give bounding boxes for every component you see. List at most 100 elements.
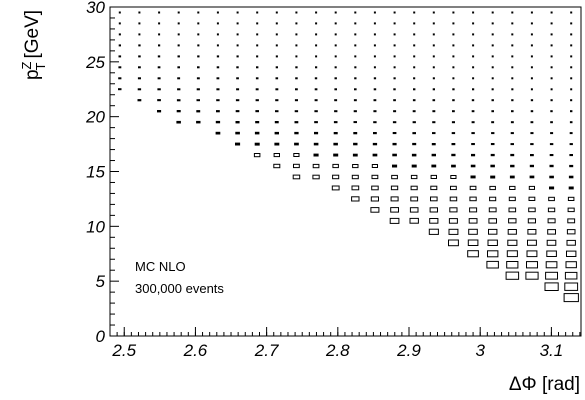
heatmap-cell (333, 153, 339, 157)
heatmap-cell (157, 99, 161, 102)
heatmap-cell (315, 44, 318, 47)
heatmap-cell (216, 66, 220, 69)
heatmap-cell (468, 228, 478, 235)
heatmap-cell (256, 11, 259, 14)
heatmap-cell (431, 153, 436, 157)
heatmap-cell (490, 143, 495, 146)
heatmap-cell (568, 175, 574, 179)
heatmap-cell (315, 55, 318, 58)
heatmap-cell (566, 229, 576, 235)
heatmap-cell (432, 11, 435, 14)
heatmap-cell (508, 196, 516, 202)
heatmap-cell (526, 250, 538, 258)
heatmap-cell (508, 207, 517, 213)
heatmap-cell (373, 66, 376, 69)
heatmap-cell (216, 55, 220, 58)
heatmap-cell (138, 33, 141, 36)
heatmap-cell (412, 99, 416, 102)
heatmap-cell (197, 33, 200, 36)
heatmap-cell (471, 143, 475, 146)
heatmap-cell (236, 11, 239, 14)
heatmap-cell (235, 142, 241, 146)
heatmap-cell (567, 218, 576, 224)
heatmap-cell (570, 11, 573, 14)
heatmap-cell (390, 207, 400, 213)
heatmap-cell (371, 164, 378, 168)
heatmap-cell (490, 164, 495, 168)
heatmap-cell (505, 271, 520, 280)
heatmap-cell (392, 132, 397, 135)
heatmap-cell (334, 77, 337, 80)
heatmap-cell (549, 143, 554, 146)
heatmap-cell (467, 250, 479, 258)
heatmap-cell (510, 121, 514, 124)
heatmap-cell (353, 110, 357, 113)
heatmap-cell (472, 11, 475, 14)
heatmap-cell (472, 88, 475, 91)
heatmap-cell (429, 218, 439, 224)
heatmap-cell (373, 55, 376, 58)
heatmap-cell (506, 261, 519, 269)
heatmap-cell (526, 261, 538, 269)
heatmap-cell (393, 88, 396, 91)
heatmap-cell (393, 44, 396, 47)
heatmap-cell (469, 185, 477, 191)
heatmap-cell (391, 174, 398, 180)
heatmap-cell (274, 142, 280, 146)
heatmap-cell (452, 55, 455, 58)
heatmap-cell (511, 44, 514, 47)
heatmap-cell (177, 77, 181, 80)
heatmap-cell (236, 88, 240, 91)
heatmap-cell (371, 174, 379, 180)
heatmap-cell (509, 175, 515, 179)
heatmap-cell (292, 174, 301, 180)
y-axis-title-sub: T (33, 63, 48, 71)
x-tick-label: 2.6 (183, 341, 208, 360)
heatmap-cell (236, 66, 239, 69)
heatmap-cell (430, 196, 438, 202)
heatmap-cell (570, 88, 573, 91)
heatmap-cell (393, 55, 396, 58)
heatmap-cell (511, 66, 514, 69)
heatmap-cell (451, 132, 456, 135)
heatmap-cell (353, 121, 357, 124)
heatmap-cell (550, 88, 553, 91)
heatmap-cell (334, 11, 337, 14)
heatmap-cell (138, 44, 141, 47)
heatmap-cell (275, 11, 278, 14)
heatmap-cell (351, 196, 360, 202)
heatmap-cell (256, 44, 259, 47)
heatmap-cell (491, 66, 494, 69)
heatmap-cell (413, 11, 416, 14)
heatmap-cell (158, 33, 161, 36)
heatmap-cell (373, 88, 377, 91)
heatmap-cell (118, 22, 121, 25)
heatmap-cell (295, 22, 298, 25)
heatmap-cell (315, 22, 318, 25)
heatmap-cell (563, 293, 579, 303)
annotation-generator: MC NLO (135, 259, 186, 274)
heatmap-cell (530, 121, 534, 124)
heatmap-cell (530, 11, 533, 14)
heatmap-cell (528, 207, 536, 213)
heatmap-cell (352, 153, 358, 157)
heatmap-cell (275, 110, 279, 113)
annotation-events: 300,000 events (135, 281, 224, 296)
heatmap-cell (567, 207, 575, 213)
heatmap-cell (546, 250, 557, 257)
heatmap-cell (354, 11, 357, 14)
y-tick-label: 5 (96, 272, 106, 291)
heatmap-cell (570, 99, 573, 102)
heatmap-cell (118, 33, 121, 36)
heatmap-cell (530, 55, 533, 58)
heatmap-cell (412, 121, 416, 124)
heatmap-cell (275, 55, 278, 58)
heatmap-cell (451, 153, 456, 157)
heatmap-cell (333, 142, 338, 146)
heatmap-cell (393, 110, 397, 113)
heatmap-cell (236, 33, 239, 36)
heatmap-cell (569, 132, 573, 135)
heatmap-cell (550, 77, 553, 80)
heatmap-cell (353, 142, 358, 146)
heatmap-cell (550, 66, 553, 69)
